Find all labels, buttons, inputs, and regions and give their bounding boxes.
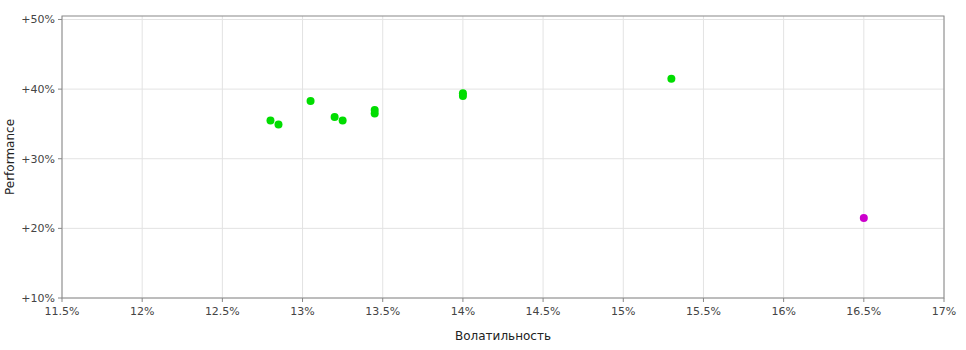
grid-line <box>302 16 303 298</box>
point <box>274 121 282 129</box>
tick-label: 16.5% <box>846 305 881 318</box>
grid-line <box>543 16 544 298</box>
tick-mark <box>944 298 945 302</box>
tick-mark <box>58 19 62 20</box>
tick-label: +50% <box>21 13 55 26</box>
plot-area <box>62 16 944 298</box>
tick-mark <box>62 298 63 302</box>
tick-mark <box>543 298 544 302</box>
grid <box>62 16 944 298</box>
grid-line <box>62 158 944 159</box>
tick-label: 17% <box>932 305 956 318</box>
grid-line <box>142 16 143 298</box>
grid-line <box>703 16 704 298</box>
tick-mark <box>222 298 223 302</box>
tick-mark <box>58 228 62 229</box>
point <box>331 113 339 121</box>
tick-label: 16% <box>771 305 795 318</box>
tick-label: +20% <box>21 222 55 235</box>
tick-mark <box>863 298 864 302</box>
tick-label: 12.5% <box>205 305 240 318</box>
point <box>339 116 347 124</box>
tick-label: 13.5% <box>365 305 400 318</box>
tick-mark <box>302 298 303 302</box>
point <box>459 92 467 100</box>
tick-mark <box>382 298 383 302</box>
tick-mark <box>703 298 704 302</box>
grid-line <box>382 16 383 298</box>
axes: 11.5% 12% 12.5% 13% 13.5% 14% 14.5% 15% 15.5% 16%… <box>21 13 956 318</box>
series <box>860 214 868 222</box>
point <box>371 106 379 114</box>
point <box>266 116 274 124</box>
point <box>667 75 675 83</box>
points <box>266 75 867 222</box>
tick-label: 12% <box>130 305 154 318</box>
tick-label: +10% <box>21 292 55 305</box>
grid-line <box>62 19 944 20</box>
tick-mark <box>142 298 143 302</box>
tick-mark <box>623 298 624 302</box>
chart: 11.5% 12% 12.5% 13% 13.5% 14% 14.5% 15% 15.5% 16%… <box>0 0 966 350</box>
tick-label: 14.5% <box>526 305 561 318</box>
point <box>307 97 315 105</box>
tick-label: 13% <box>290 305 314 318</box>
grid-line <box>623 16 624 298</box>
tick-mark <box>58 158 62 159</box>
tick-label: +40% <box>21 83 55 96</box>
tick-mark <box>58 89 62 90</box>
tick-label: 15.5% <box>686 305 721 318</box>
grid-line <box>62 228 944 229</box>
grid-line <box>462 16 463 298</box>
tick-label: 14% <box>451 305 475 318</box>
tick-mark <box>783 298 784 302</box>
tick-mark <box>462 298 463 302</box>
tick-label: 15% <box>611 305 635 318</box>
tick-mark <box>58 298 62 299</box>
y-axis-label: Performance <box>3 119 17 195</box>
plot-frame <box>62 16 944 298</box>
tick-label: +30% <box>21 153 55 166</box>
point <box>860 214 868 222</box>
grid-line <box>62 89 944 90</box>
tick-label: 11.5% <box>45 305 80 318</box>
x-axis-label: Волатильность <box>455 329 551 343</box>
grid-line <box>783 16 784 298</box>
grid-line <box>863 16 864 298</box>
grid-line <box>222 16 223 298</box>
series <box>266 75 675 129</box>
